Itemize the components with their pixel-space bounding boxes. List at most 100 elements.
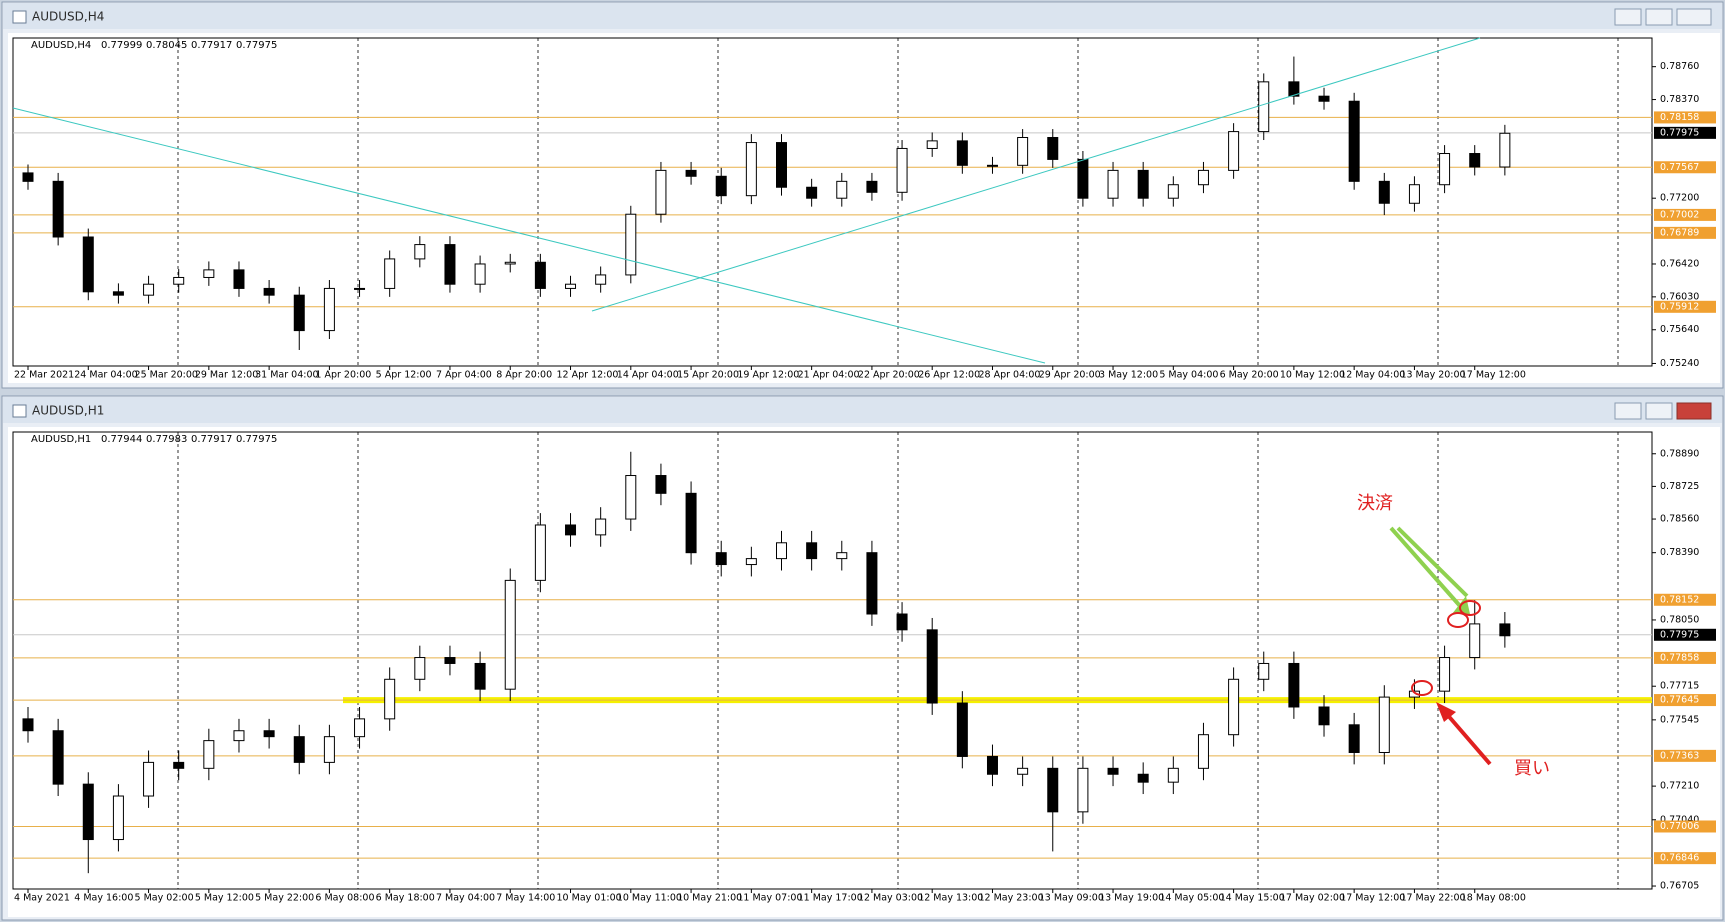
candle-body	[745, 142, 757, 197]
candle-body	[655, 169, 667, 215]
x-tick-label: 17 May 22:00	[1400, 893, 1465, 904]
y-tick-label: 0.78370	[1660, 94, 1699, 105]
marker-circle	[1447, 612, 1469, 628]
price-label: 0.77975	[1660, 629, 1699, 640]
minimize-button[interactable]	[1614, 402, 1642, 420]
candle-body	[414, 244, 426, 260]
x-tick-label: 14 May 15:00	[1220, 893, 1285, 904]
candle-body	[323, 736, 335, 763]
candle-body	[354, 287, 366, 290]
x-tick-label: 7 May 14:00	[496, 893, 555, 904]
x-tick-label: 21 Apr 04:00	[798, 370, 860, 381]
arrow	[1389, 526, 1462, 608]
candle-body	[1167, 184, 1179, 199]
y-tick-label: 0.77210	[1660, 781, 1699, 792]
candle-body	[1107, 169, 1119, 199]
x-tick-label: 10 May 11:00	[617, 893, 682, 904]
x-tick-label: 13 May 20:00	[1400, 370, 1465, 381]
candle-body	[143, 761, 155, 797]
ohlc-value: 0.77917	[191, 40, 232, 51]
close-button[interactable]	[1676, 8, 1712, 26]
candle-body	[926, 629, 938, 704]
trend-line	[591, 37, 1481, 312]
arrow	[1443, 710, 1492, 766]
window-buttons	[1614, 8, 1712, 420]
price-label-bg	[1654, 126, 1716, 139]
x-tick-label: 14 Apr 04:00	[617, 370, 679, 381]
candle-body	[926, 140, 938, 149]
x-tick-label: 5 Apr 12:00	[376, 370, 432, 381]
price-label: 0.76789	[1660, 227, 1699, 238]
x-tick-label: 17 May 12:00	[1461, 370, 1526, 381]
charts: AUDUSD,H4 0.77999 0.78045 0.77917 0.77975 0.7…	[13, 38, 1716, 904]
x-tick-label: 25 Mar 20:00	[135, 370, 198, 381]
title-bar	[3, 3, 1722, 29]
y-tick-label: 0.76420	[1660, 258, 1699, 269]
candle-body	[1077, 158, 1089, 199]
y-tick-label: 0.78560	[1660, 514, 1699, 525]
candle-body	[565, 524, 577, 536]
candle-body	[444, 657, 456, 664]
ohlc-value: 0.78045	[146, 40, 187, 51]
title-bar	[3, 397, 1722, 423]
minimize-button[interactable]	[1614, 8, 1642, 26]
maximize-button[interactable]	[1645, 402, 1673, 420]
price-label-bg	[1654, 852, 1716, 865]
candle-body	[504, 579, 516, 690]
y-tick-label: 0.77040	[1660, 814, 1699, 825]
maximize-button[interactable]	[1645, 8, 1673, 26]
annotation: 決済	[1357, 493, 1393, 514]
candle-body	[956, 702, 968, 757]
x-tick-label: 15 Apr 20:00	[677, 370, 739, 381]
candle-body	[1197, 169, 1209, 186]
arrow-head	[1436, 702, 1456, 722]
x-tick-label: 22 Mar 2021	[14, 370, 74, 381]
candle-body	[22, 718, 34, 732]
price-label: 0.75912	[1660, 301, 1699, 312]
candle-body	[323, 287, 335, 332]
price-label: 0.77363	[1660, 750, 1699, 761]
price-label: 0.77567	[1660, 162, 1699, 173]
candle-body	[263, 287, 275, 296]
candle-body	[354, 718, 366, 738]
candle-body	[233, 269, 245, 289]
candle-body	[776, 542, 787, 560]
price-label-bg	[1654, 111, 1716, 124]
price-label: 0.78152	[1660, 594, 1699, 605]
y-tick-label: 0.78725	[1660, 481, 1699, 492]
x-tick-label: 17 May 12:00	[1340, 893, 1405, 904]
x-tick-label: 11 May 17:00	[798, 893, 863, 904]
candle-body	[1348, 100, 1360, 182]
ohlc-value: 0.77944	[101, 434, 142, 445]
x-tick-label: 17 May 02:00	[1280, 893, 1345, 904]
window-icon	[12, 404, 27, 418]
candle-body	[1288, 662, 1300, 708]
x-tick-label: 3 May 12:00	[1099, 370, 1158, 381]
trend-line	[12, 107, 1046, 364]
candle-body	[1348, 724, 1360, 753]
price-label-bg	[1654, 593, 1716, 606]
plot-frame	[12, 37, 1653, 367]
x-tick-label: 29 Apr 20:00	[1039, 370, 1101, 381]
candle-body	[1318, 706, 1330, 726]
y-tick-label: 0.78390	[1660, 547, 1699, 558]
x-tick-label: 18 May 08:00	[1461, 893, 1526, 904]
candle-body	[143, 283, 155, 296]
candle-body	[1499, 623, 1511, 637]
candle-body	[1107, 767, 1119, 775]
candle-body	[263, 730, 275, 738]
close-button[interactable]	[1676, 402, 1712, 420]
x-tick-label: 4 May 16:00	[74, 893, 133, 904]
x-tick-label: 12 May 13:00	[918, 893, 983, 904]
x-tick-label: 10 May 21:00	[677, 893, 742, 904]
candle-body	[82, 236, 94, 293]
x-tick-label: 22 Apr 20:00	[858, 370, 920, 381]
x-tick-label: 29 Mar 12:00	[195, 370, 258, 381]
candle-body	[293, 736, 305, 763]
candle-body	[1258, 81, 1270, 133]
candle-body	[836, 552, 848, 560]
y-tick-label: 0.78760	[1660, 61, 1699, 72]
candle-body	[1017, 767, 1029, 775]
